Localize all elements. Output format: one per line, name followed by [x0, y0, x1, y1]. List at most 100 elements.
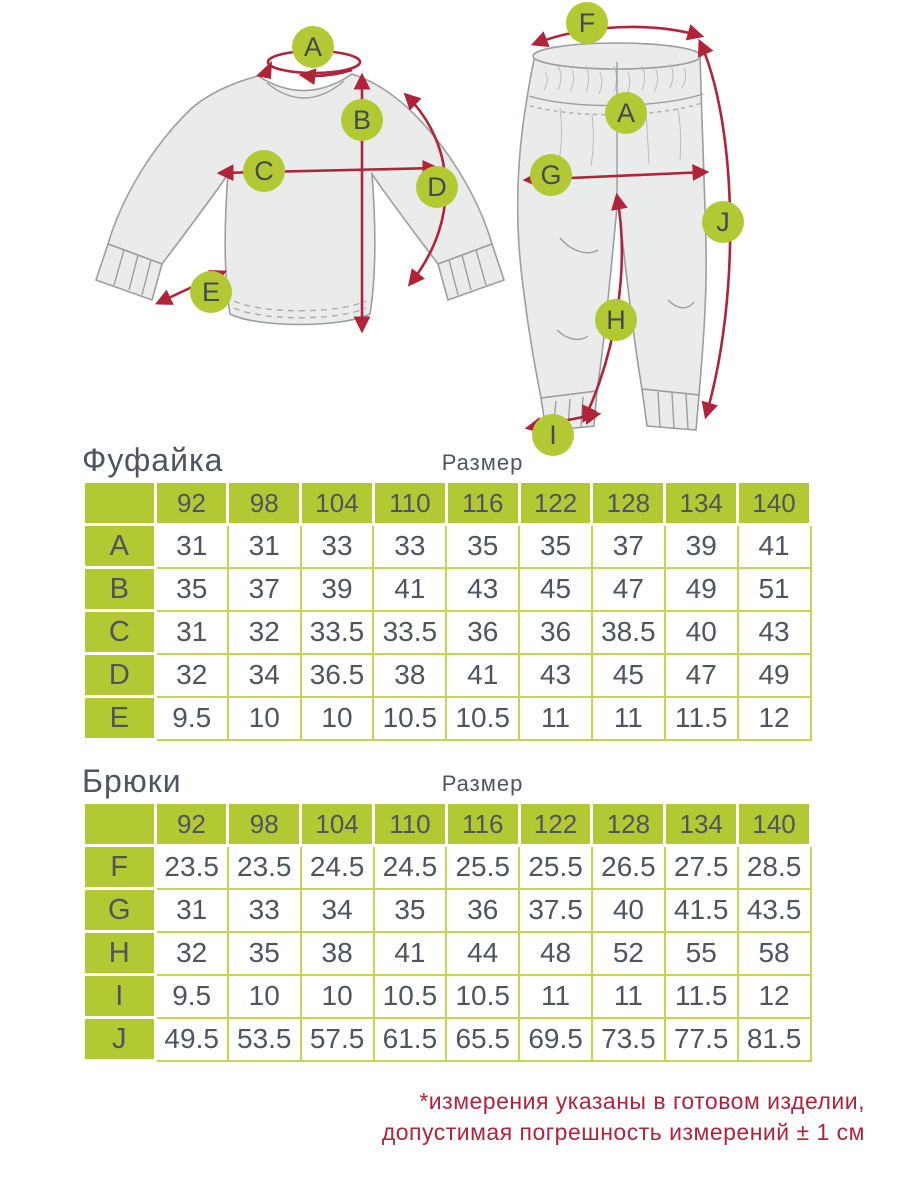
marker-shirt-a: A	[292, 26, 334, 68]
measurement-cell: 45	[590, 652, 666, 698]
measurement-cell: 27.5	[663, 844, 739, 890]
measurement-cell: 34	[226, 652, 302, 698]
sweatshirt-size-section: Фуфайка Размер 92 98 104 110 116 122 128 134 140…	[82, 442, 812, 741]
row-label-cell: H	[82, 930, 157, 976]
size-header-cell: 92	[153, 801, 230, 847]
footnote-line-2: допустимая погрешность измерений ± 1 см	[381, 1119, 865, 1145]
size-header-cell: 98	[226, 801, 303, 847]
measurement-cell: 24.5	[372, 844, 448, 890]
measurement-cell: 38	[299, 930, 375, 976]
measurement-cell: 38	[372, 652, 448, 698]
measurement-cell: 24.5	[299, 844, 375, 890]
measurement-cell: 28.5	[736, 844, 812, 890]
size-header-row: 92 98 104 110 116 122 128 134 140	[82, 480, 812, 526]
measurement-cell: 37.5	[518, 887, 593, 933]
measurement-cell: 12	[736, 973, 812, 1019]
measurement-cell: 39	[299, 566, 375, 612]
size-header-cell: 104	[299, 801, 375, 847]
measurement-cell: 10.5	[445, 973, 521, 1019]
measurement-diagrams: A B C D E F A G J H I	[0, 0, 900, 456]
measurement-cell: 11.5	[663, 973, 739, 1019]
size-header-cell: 134	[663, 801, 740, 847]
size-header-row: 92 98 104 110 116 122 128 134 140	[82, 801, 812, 847]
row-label-cell: D	[82, 652, 157, 698]
size-header-cell: 116	[444, 801, 521, 847]
size-header-cell: 122	[517, 801, 594, 847]
measurement-cell: 10.5	[372, 973, 448, 1019]
measurement-cell: 53.5	[226, 1016, 302, 1062]
marker-pants-h: H	[595, 299, 637, 341]
measurement-cell: 41	[445, 652, 521, 698]
size-header-cell: 110	[371, 480, 448, 526]
measurement-cell: 37	[590, 523, 666, 569]
measurement-cell: 11	[518, 973, 593, 1019]
measurement-cell: 81.5	[736, 1016, 812, 1062]
marker-shirt-e: E	[190, 271, 232, 313]
measurement-cell: 12	[736, 695, 812, 741]
row-label-cell: I	[82, 973, 157, 1019]
measurement-cell: 34	[299, 887, 375, 933]
measurement-cell: 43	[445, 566, 521, 612]
measurement-cell: 32	[226, 609, 302, 655]
table-row: G 31 33 34 35 36 37.5 40 41.5 43.5	[82, 887, 812, 933]
measurement-cell: 39	[663, 523, 739, 569]
measurement-cell: 35	[372, 887, 448, 933]
measurement-cell: 11	[590, 973, 666, 1019]
table-row: F 23.5 23.5 24.5 24.5 25.5 25.5 26.5 27.5 28.5	[82, 844, 812, 890]
measurement-cell: 65.5	[445, 1016, 521, 1062]
size-header-cell: 122	[517, 480, 594, 526]
row-label-cell: F	[82, 844, 157, 890]
marker-pants-g: G	[530, 154, 572, 196]
footnote-line-1: *измерения указаны в готовом изделии,	[419, 1088, 865, 1114]
measurement-cell: 23.5	[154, 844, 229, 890]
pants-size-section: Брюки Размер 92 98 104 110 116 122 128 134 140 F 2…	[82, 763, 812, 1062]
measurement-cell: 11.5	[663, 695, 739, 741]
size-header-cell: 128	[590, 480, 667, 526]
measurement-cell: 47	[663, 652, 739, 698]
measurement-cell: 35	[154, 566, 229, 612]
measurement-cell: 47	[590, 566, 666, 612]
size-header-cell: 134	[663, 480, 740, 526]
measurement-cell: 49	[736, 652, 812, 698]
measurement-cell: 33.5	[372, 609, 448, 655]
measurement-cell: 44	[445, 930, 521, 976]
row-label-cell: C	[82, 609, 157, 655]
row-label-cell: G	[82, 887, 157, 933]
marker-pants-j: J	[702, 201, 744, 243]
measurement-cell: 10	[299, 695, 375, 741]
marker-shirt-d: D	[416, 166, 458, 208]
measurement-cell: 32	[154, 652, 229, 698]
measurement-cell: 49.5	[154, 1016, 229, 1062]
size-header-cell: 140	[736, 801, 812, 847]
measurement-cell: 40	[663, 609, 739, 655]
measurement-cell: 43.5	[736, 887, 812, 933]
size-header-cell: 140	[736, 480, 812, 526]
measurement-cell: 38.5	[590, 609, 666, 655]
table-row: C 31 32 33.5 33.5 36 36 38.5 40 43	[82, 609, 812, 655]
measurement-cell: 40	[590, 887, 666, 933]
measurement-cell: 37	[226, 566, 302, 612]
measurement-cell: 41.5	[663, 887, 739, 933]
table-row: A 31 31 33 33 35 35 37 39 41	[82, 523, 812, 569]
measurement-cell: 33	[372, 523, 448, 569]
measurement-footnote: *измерения указаны в готовом изделии, до…	[0, 1086, 900, 1148]
size-axis-label: Размер	[441, 450, 524, 475]
measurement-cell: 45	[518, 566, 593, 612]
measurement-cell: 35	[226, 930, 302, 976]
size-header-cell: 116	[444, 480, 521, 526]
measurement-cell: 31	[154, 887, 229, 933]
pants-size-table: 92 98 104 110 116 122 128 134 140 F 23.5 23.5 24.5 24…	[82, 801, 812, 1062]
measurement-cell: 33.5	[299, 609, 375, 655]
table-row: E 9.5 10 10 10.5 10.5 11 11 11.5 12	[82, 695, 812, 741]
measurement-cell: 36	[518, 609, 593, 655]
measurement-cell: 35	[518, 523, 593, 569]
measurement-cell: 31	[154, 609, 229, 655]
measurement-cell: 31	[154, 523, 229, 569]
table-title-sweatshirt: Фуфайка	[82, 442, 224, 478]
size-header-cell: 98	[226, 480, 303, 526]
marker-shirt-c: C	[243, 150, 285, 192]
measurement-cell: 9.5	[154, 973, 229, 1019]
table-title-pants: Брюки	[82, 763, 182, 799]
size-header-cell: 104	[299, 480, 375, 526]
